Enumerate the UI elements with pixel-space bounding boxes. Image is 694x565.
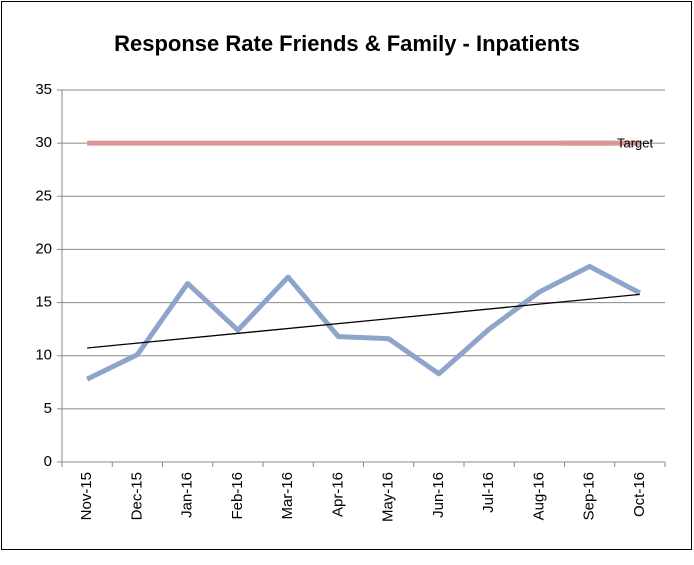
legend-label: Target (617, 136, 654, 151)
chart-border (1, 1, 692, 550)
y-tick-label: 30 (35, 134, 52, 151)
y-tick-label: 15 (35, 294, 52, 311)
x-tick-label: Dec-15 (128, 472, 145, 520)
x-tick-label: Jun-16 (430, 472, 447, 518)
x-tick-label: Mar-16 (279, 472, 296, 520)
chart-title: Response Rate Friends & Family - Inpatie… (114, 31, 580, 56)
x-tick-label: Apr-16 (329, 472, 346, 517)
trendline (87, 293, 640, 349)
x-tick-label: Jan-16 (179, 472, 196, 518)
x-tick-label: Oct-16 (631, 472, 648, 517)
x-tick-label: Feb-16 (229, 472, 246, 520)
x-tick-label: Sep-16 (581, 472, 598, 520)
x-tick-label: Nov-15 (78, 472, 95, 520)
y-tick-label: 25 (35, 187, 52, 204)
y-tick-label: 35 (35, 81, 52, 98)
y-tick-label: 10 (35, 347, 52, 364)
series-line (86, 263, 642, 382)
x-tick-label: May-16 (380, 472, 397, 522)
y-tick-label: 20 (35, 240, 52, 257)
x-tick-label: Jul-16 (480, 472, 497, 513)
x-tick-label: Aug-16 (530, 472, 547, 520)
y-tick-label: 5 (44, 400, 52, 417)
y-tick-label: 0 (44, 453, 52, 470)
